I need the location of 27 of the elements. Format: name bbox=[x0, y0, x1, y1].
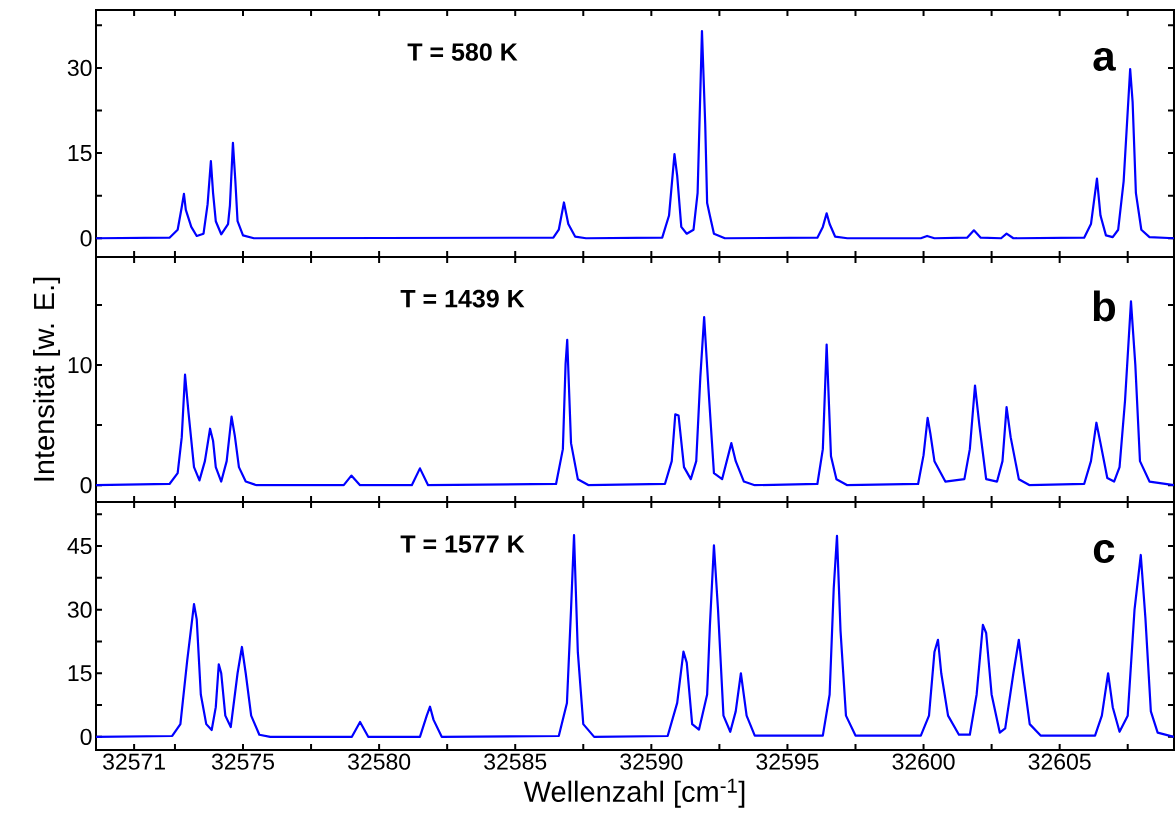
annotation: T = 1439 K bbox=[400, 289, 525, 308]
line-series bbox=[96, 29, 1174, 240]
annotation: b bbox=[1093, 290, 1116, 322]
x-tick-label: 32595 bbox=[756, 753, 819, 770]
line-series bbox=[96, 533, 1174, 738]
x-tick-label: 32575 bbox=[211, 753, 274, 770]
y-tick-label: 10 bbox=[68, 356, 92, 374]
y-tick-label: 0 bbox=[80, 477, 92, 494]
y-tick-label: 15 bbox=[68, 665, 92, 682]
y-tick-label: 30 bbox=[67, 59, 92, 77]
x-axis-title: Wellenzahl [cm$^{-1}$] bbox=[523, 778, 745, 808]
x-tick-label: 32600 bbox=[892, 753, 955, 770]
x-tick-label: 32571 bbox=[103, 753, 165, 770]
x-tick-label: 32590 bbox=[620, 753, 683, 770]
y-tick-label: 15 bbox=[68, 145, 92, 162]
y-tick-label: 45 bbox=[67, 538, 92, 555]
annotation: a bbox=[1093, 47, 1116, 71]
y-tick-label: 30 bbox=[67, 601, 92, 618]
x-tick-label: 32585 bbox=[484, 753, 547, 770]
y-axis-title: Intensität [w. E.] bbox=[32, 277, 61, 481]
x-tick-label: 32580 bbox=[348, 753, 411, 770]
annotation: T = 580 K bbox=[407, 43, 518, 61]
y-tick-label: 0 bbox=[80, 728, 92, 745]
annotation: T = 1577 K bbox=[400, 535, 525, 553]
y-tick-label: 0 bbox=[80, 230, 92, 247]
x-tick-label: 32605 bbox=[1028, 753, 1091, 770]
annotation: c bbox=[1093, 540, 1115, 564]
